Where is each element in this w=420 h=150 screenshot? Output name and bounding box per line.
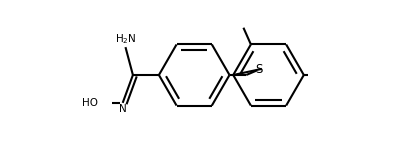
Text: S: S <box>255 63 263 76</box>
Text: N: N <box>119 104 126 114</box>
Text: HO: HO <box>81 98 97 108</box>
Text: H$_2$N: H$_2$N <box>115 32 136 46</box>
